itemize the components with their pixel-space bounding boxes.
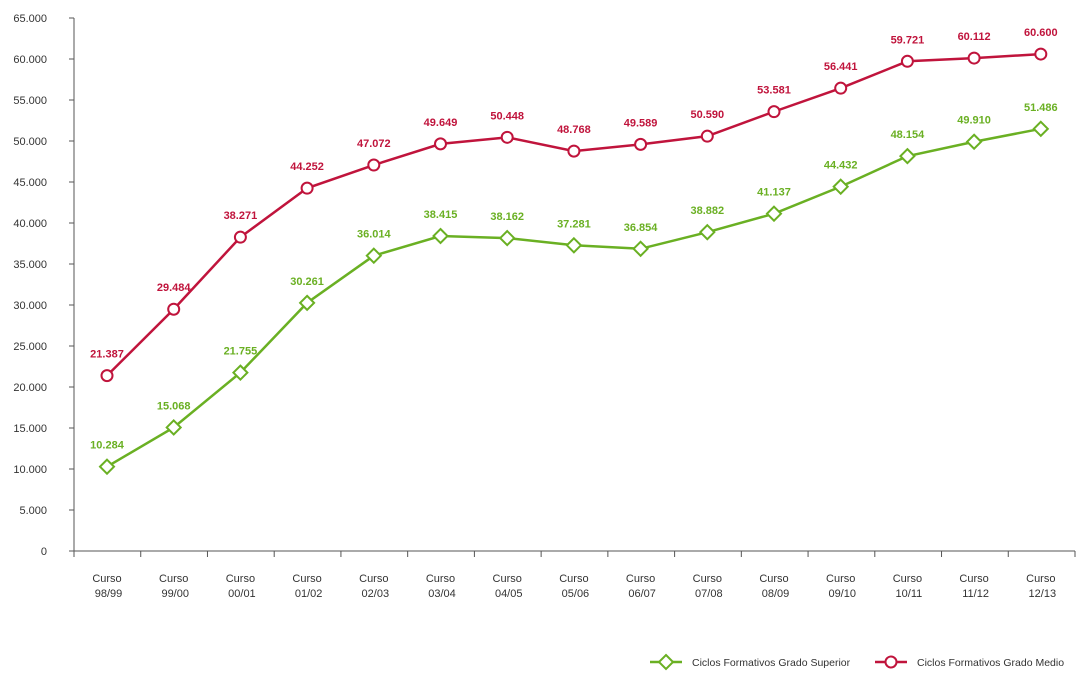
series: 21.387 29.484 38.271 44.252 47.072 49.649 50.4…	[90, 27, 1058, 383]
legend-label: Ciclos Formativos Grado Superior	[692, 657, 851, 669]
data-label: 10.284	[90, 440, 125, 452]
y-tick-label: 25.000	[13, 341, 47, 353]
y-tick-label: 30.000	[13, 300, 47, 312]
data-marker	[367, 158, 381, 172]
data-marker	[365, 247, 383, 265]
data-marker	[657, 653, 675, 671]
legend-label: Ciclos Formativos Grado Medio	[917, 657, 1064, 669]
data-marker	[834, 81, 848, 95]
data-marker	[632, 240, 650, 258]
data-label: 29.484	[157, 282, 192, 294]
data-marker	[167, 302, 181, 316]
data-label: 36.854	[624, 222, 659, 234]
y-tick-label: 60.000	[13, 54, 47, 66]
series: 10.284 15.068 21.755 30.261 36.014 38.415 38.1…	[90, 102, 1058, 476]
data-marker	[884, 655, 898, 669]
data-label: 49.910	[957, 115, 991, 127]
data-marker	[832, 178, 850, 196]
data-label: 15.068	[157, 400, 191, 412]
data-label: 38.415	[424, 209, 458, 221]
data-label: 60.600	[1024, 27, 1058, 39]
data-label: 49.649	[424, 117, 458, 129]
data-label: 30.261	[290, 276, 324, 288]
data-marker	[165, 419, 183, 436]
data-label: 38.162	[490, 211, 524, 223]
x-tick-label: Curso 01/02	[292, 573, 323, 600]
x-tick-label: Curso 98/99	[92, 573, 123, 600]
data-label: 50.590	[690, 109, 724, 121]
data-label: 53.581	[757, 85, 791, 97]
data-label: 60.112	[958, 31, 991, 43]
data-label: 44.432	[824, 160, 858, 172]
data-marker	[300, 181, 314, 195]
y-tick-label: 0	[41, 546, 47, 558]
data-label: 59.721	[891, 34, 925, 46]
x-tick-label: Curso 03/04	[425, 573, 456, 600]
data-label: 21.755	[224, 346, 258, 358]
data-marker	[233, 230, 247, 244]
x-tick-label: Curso 06/07	[625, 573, 656, 600]
legend: Ciclos Formativos Grado Superior Ciclos F…	[650, 653, 1064, 671]
y-tick-label: 55.000	[13, 95, 47, 107]
data-marker	[698, 223, 716, 241]
data-marker	[700, 129, 714, 143]
y-tick-label: 35.000	[13, 259, 47, 271]
data-marker	[231, 364, 249, 382]
x-tick-label: Curso 99/00	[158, 573, 189, 600]
data-label: 48.768	[557, 124, 591, 136]
y-tick-label: 20.000	[13, 382, 47, 394]
data-marker	[100, 369, 114, 383]
data-label: 44.252	[290, 161, 324, 173]
x-tick-label: Curso 10/11	[893, 573, 923, 600]
data-marker	[898, 147, 916, 165]
x-tick-label: Curso 09/10	[825, 573, 856, 600]
data-label: 49.589	[624, 117, 658, 129]
data-label: 50.448	[490, 110, 524, 122]
x-tick-label: Curso 11/12	[959, 573, 989, 600]
data-label: 38.271	[224, 210, 258, 222]
x-tick-label: Curso 07/08	[692, 573, 723, 600]
y-tick-label: 45.000	[13, 177, 47, 189]
data-marker	[434, 137, 447, 151]
series-line	[106, 127, 1042, 468]
data-label: 21.387	[90, 349, 124, 361]
data-marker	[967, 51, 981, 65]
data-marker	[634, 137, 648, 151]
x-tick-label: Curso 02/03	[359, 573, 390, 600]
y-tick-label: 5.000	[19, 505, 47, 517]
x-tick-label: Curso 08/09	[759, 573, 790, 600]
data-label: 36.014	[357, 229, 392, 241]
data-marker	[765, 205, 783, 223]
data-label: 47.072	[357, 138, 391, 150]
data-marker	[298, 294, 316, 312]
y-tick-label: 15.000	[13, 423, 47, 435]
x-tick-label: Curso 00/01	[225, 573, 256, 600]
x-tick-label: Curso 05/06	[559, 573, 590, 600]
data-marker	[432, 227, 449, 245]
y-tick-label: 40.000	[13, 218, 47, 230]
data-label: 51.486	[1024, 102, 1058, 114]
x-tick-label: Curso 12/13	[1026, 573, 1057, 600]
data-label: 37.281	[557, 218, 591, 230]
data-label: 48.154	[891, 129, 926, 141]
data-label: 38.882	[690, 205, 724, 217]
data-marker	[767, 105, 781, 119]
y-tick-label: 50.000	[13, 136, 47, 148]
data-marker	[98, 458, 116, 476]
x-tick-label: Curso 04/05	[492, 573, 523, 600]
data-marker	[900, 54, 914, 68]
data-label: 56.441	[824, 61, 858, 73]
data-marker	[498, 229, 516, 247]
data-label: 41.137	[757, 187, 791, 199]
y-tick-label: 10.000	[13, 464, 47, 476]
data-marker	[1032, 120, 1050, 138]
y-tick-label: 65.000	[13, 13, 47, 25]
data-marker	[565, 236, 583, 254]
data-marker	[1034, 47, 1048, 61]
data-marker	[965, 133, 983, 151]
data-marker	[567, 144, 581, 158]
data-marker	[500, 130, 514, 144]
